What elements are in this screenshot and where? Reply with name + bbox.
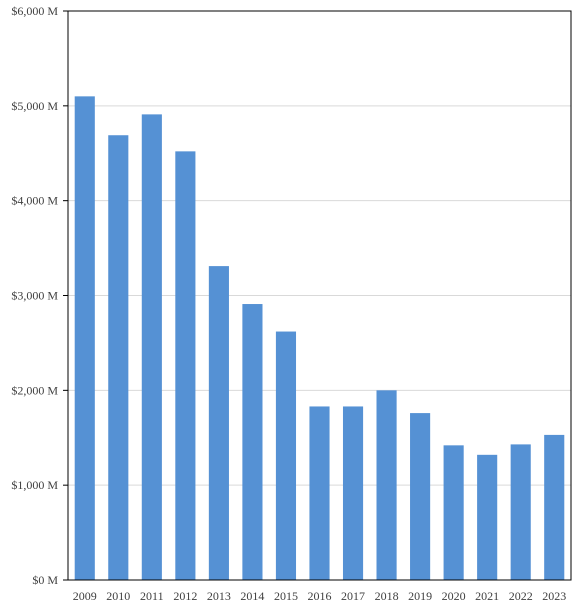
x-tick-label: 2012 (173, 589, 197, 603)
x-tick-label: 2016 (308, 589, 332, 603)
bar-2013 (208, 266, 229, 580)
x-tick-label: 2023 (542, 589, 566, 603)
x-tick-label: 2022 (509, 589, 533, 603)
x-tick-label: 2010 (106, 589, 130, 603)
axes (63, 10, 572, 581)
y-tick-label: $1,000 M (11, 478, 58, 492)
x-tick-label: 2015 (274, 589, 298, 603)
x-tick-label: 2014 (240, 589, 264, 603)
bar-2016 (309, 406, 330, 580)
x-tick-label: 2013 (207, 589, 231, 603)
bars (74, 96, 565, 580)
y-tick-label: $2,000 M (11, 383, 58, 397)
y-tick-label: $6,000 M (11, 4, 58, 18)
y-tick-label: $4,000 M (11, 194, 58, 208)
bar-2011 (141, 114, 162, 580)
y-tick-label: $0 M (32, 573, 58, 587)
bar-2023 (544, 434, 565, 580)
x-tick-labels: 2009 2010 2011 2012 2013 2014 2015 2016 2017 2018… (73, 589, 566, 603)
bar-2017 (342, 406, 364, 580)
x-tick-label: 2017 (341, 589, 365, 603)
x-tick-label: 2009 (73, 589, 97, 603)
x-tick-label: 2018 (375, 589, 399, 603)
bar-2009 (74, 96, 95, 580)
bar-2012 (175, 151, 196, 580)
bar-2010 (108, 135, 129, 580)
x-tick-label: 2021 (475, 589, 499, 603)
y-tick-labels: $0 M $1,000 M $2,000 M $3,000 M $4,000 M $5,0… (11, 4, 58, 587)
x-tick-label: 2020 (442, 589, 466, 603)
y-tick-label: $5,000 M (11, 99, 58, 113)
x-tick-label: 2011 (140, 589, 164, 603)
bar-2014 (242, 304, 263, 580)
bar-2019 (410, 413, 431, 580)
x-tick-label: 2019 (408, 589, 432, 603)
bar-2020 (443, 445, 464, 580)
y-tick-label: $3,000 M (11, 289, 58, 303)
bar-2015 (275, 331, 297, 580)
bar-2018 (376, 390, 397, 580)
bar-2022 (510, 444, 531, 580)
bar-2021 (477, 454, 498, 580)
